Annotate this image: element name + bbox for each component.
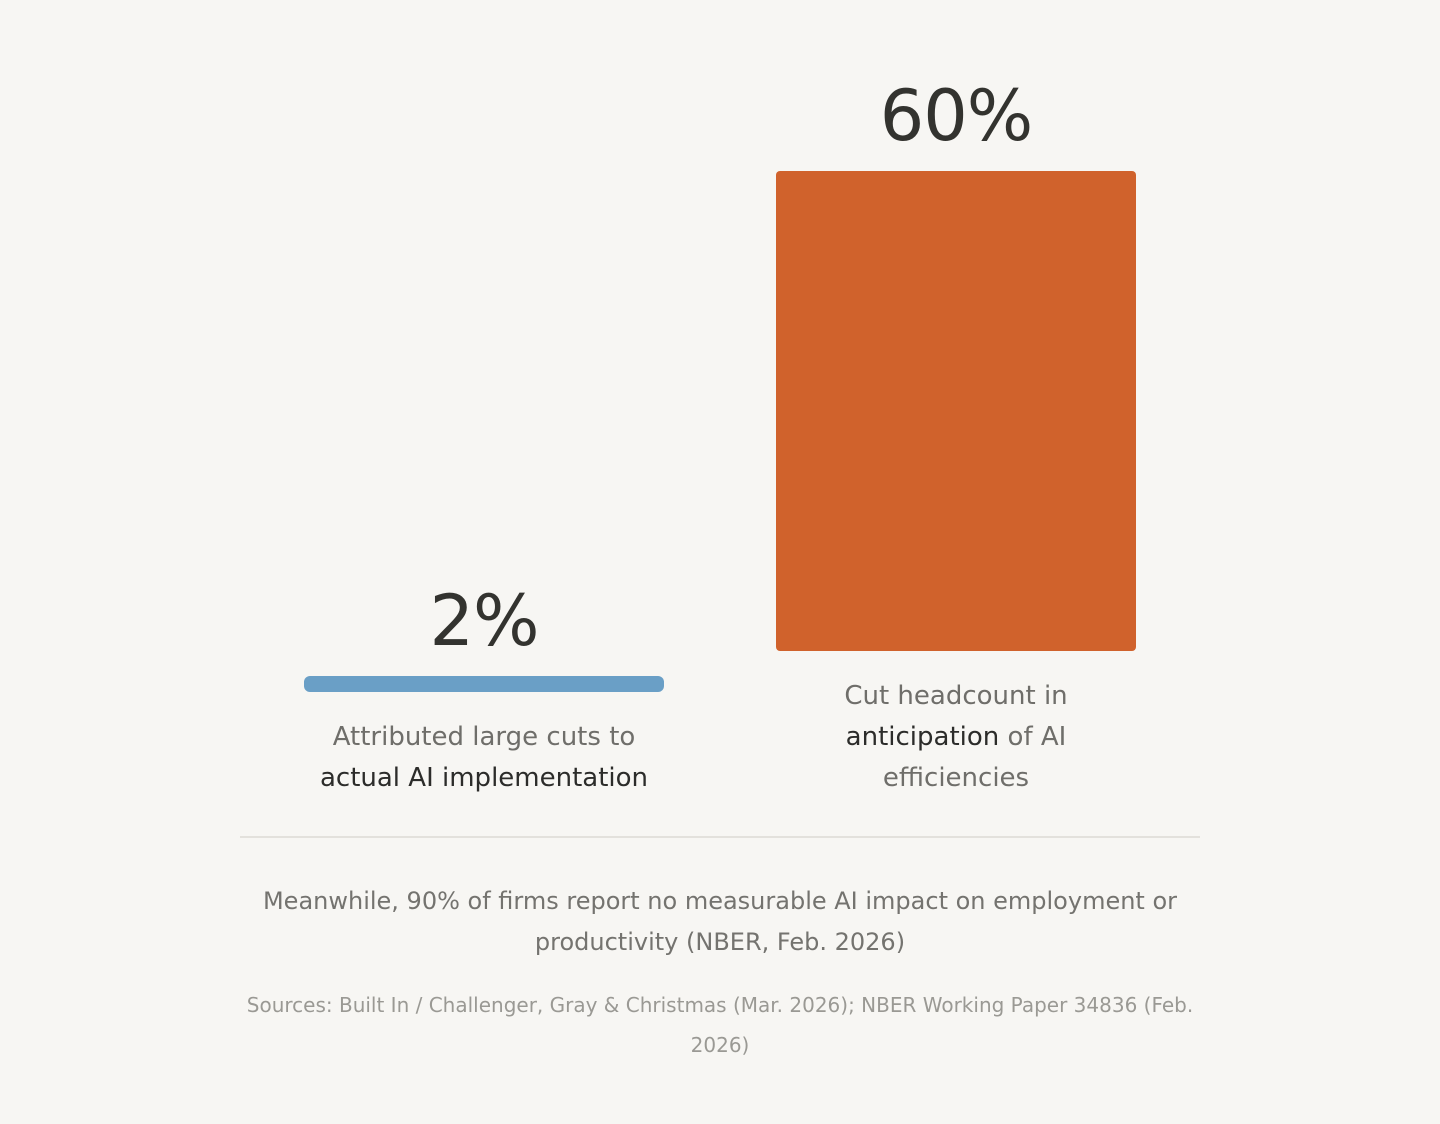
divider (240, 836, 1200, 838)
bar-implementation (304, 676, 664, 692)
caption-anticipation-line1: Cut headcount in (844, 681, 1068, 711)
caption-implementation-emphasis: actual AI implementation (319, 763, 649, 793)
caption-implementation: Attributed large cuts to actual AI imple… (304, 717, 664, 799)
sources-line: Sources: Built In / Challenger, Gray & C… (246, 993, 1194, 1057)
caption-anticipation-line2-rest: of AI (999, 722, 1067, 752)
bar-anticipation (776, 171, 1136, 651)
caption-anticipation-emphasis: anticipation (845, 722, 1000, 752)
value-label-anticipation: 60% (879, 75, 1034, 157)
footnote: Meanwhile, 90% of firms report no measur… (262, 887, 1178, 956)
bar-chart: 2% Attributed large cuts to actual AI im… (304, 75, 1136, 799)
value-label-implementation: 2% (429, 580, 539, 662)
caption-anticipation: Cut headcount in anticipation of AI effi… (776, 676, 1136, 799)
caption-implementation-line1: Attributed large cuts to (332, 722, 636, 752)
caption-anticipation-line3: efficiencies (882, 763, 1030, 793)
